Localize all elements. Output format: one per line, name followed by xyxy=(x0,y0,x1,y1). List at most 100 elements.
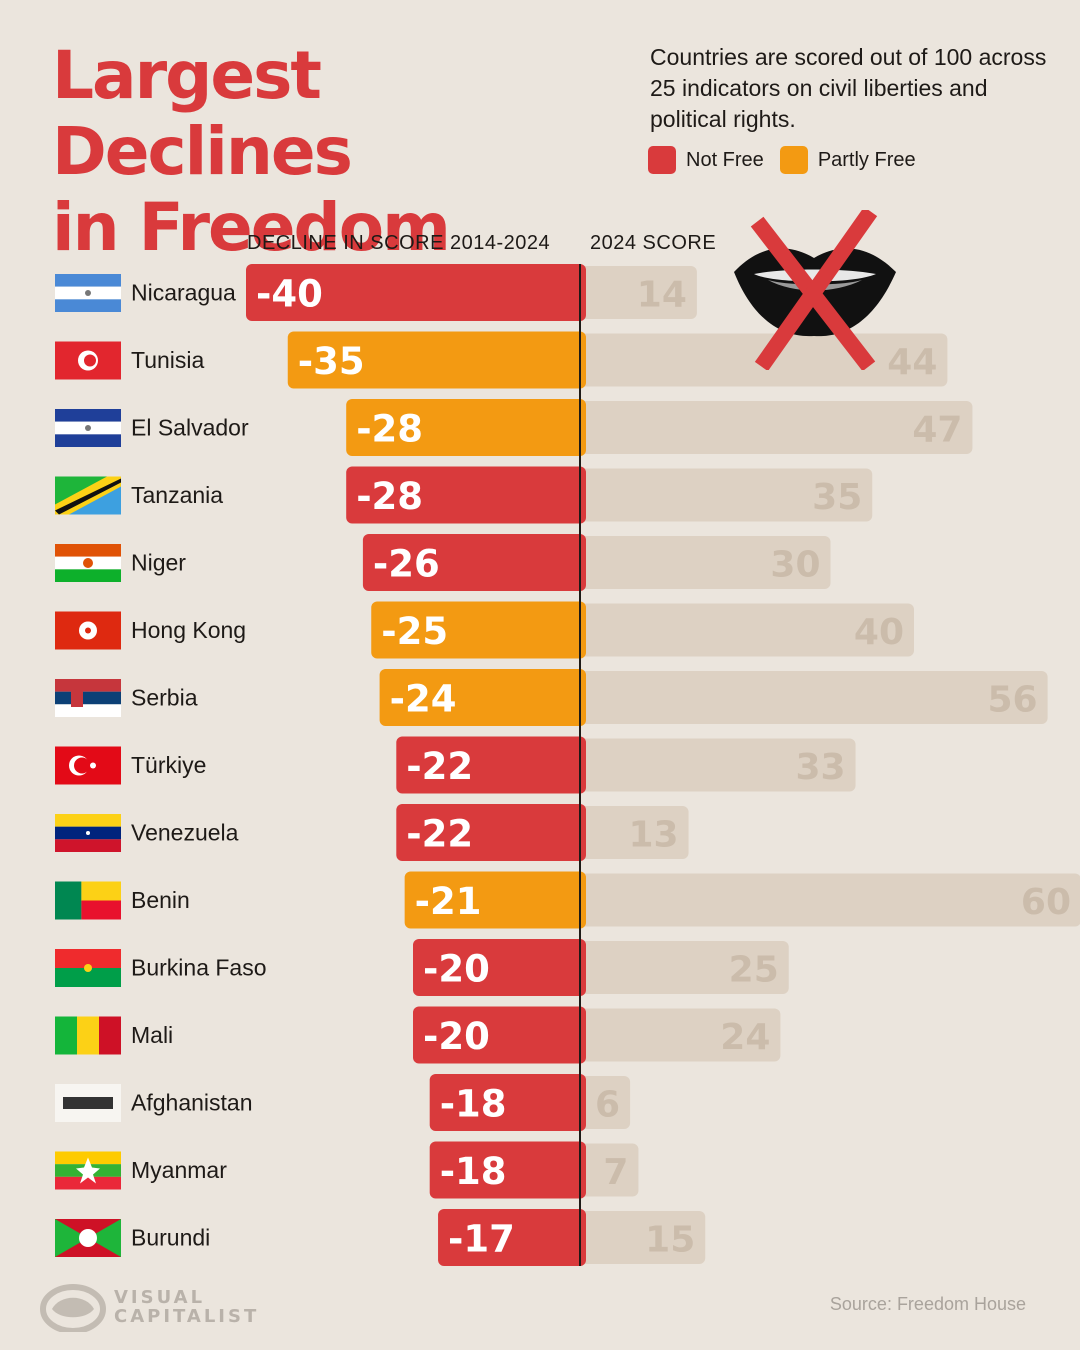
decline-label-nicaragua: -40 xyxy=(256,273,323,316)
score-label-myanmar: 7 xyxy=(603,1152,628,1193)
legend-label-partly-free: Partly Free xyxy=(817,148,916,171)
decline-bar-afghanistan xyxy=(429,1074,586,1131)
decline-label-tunisia: -35 xyxy=(298,340,365,383)
el-salvador-flag-icon xyxy=(55,409,121,447)
score-bar-burkina-faso xyxy=(580,941,789,994)
decline-bar-benin xyxy=(404,871,586,929)
score-label-tunisia: 44 xyxy=(887,342,937,383)
score-label-venezuela: 13 xyxy=(628,815,678,856)
decline-bar-hong-kong xyxy=(371,601,586,659)
decline-label-myanmar: -18 xyxy=(440,1150,507,1193)
decline-bar-tanzania xyxy=(346,466,586,524)
decline-label-benin: -21 xyxy=(415,880,482,923)
score-bar-tanzania xyxy=(580,468,873,522)
logo-mark-icon xyxy=(40,1284,106,1332)
myanmar-flag-icon xyxy=(55,1151,121,1190)
score-label-hong-kong: 40 xyxy=(854,612,904,653)
legend: Not Free Partly Free xyxy=(648,146,932,174)
country-label-burundi: Burundi xyxy=(131,1225,210,1251)
country-label-afghanistan: Afghanistan xyxy=(131,1090,252,1116)
score-bar-myanmar xyxy=(580,1143,639,1197)
tunisia-flag-icon xyxy=(55,341,121,380)
decline-label-afghanistan: -18 xyxy=(440,1083,507,1126)
score-label-turkiye: 33 xyxy=(795,747,845,788)
legend-swatch-partly-free xyxy=(779,146,808,174)
decline-bar-venezuela xyxy=(396,804,586,861)
score-bar-benin xyxy=(580,873,1080,927)
legend-item-partly-free: Partly Free xyxy=(779,146,916,174)
decline-bar-niger xyxy=(362,534,586,591)
score-label-nicaragua: 14 xyxy=(637,275,687,316)
legend-label-not-free: Not Free xyxy=(686,148,764,171)
score-bar-niger xyxy=(580,536,831,589)
decline-bar-mali xyxy=(413,1006,586,1064)
decline-column-header: DECLINE IN SCORE 2014-2024 xyxy=(247,232,551,254)
score-bar-venezuela xyxy=(580,806,689,859)
score-bar-nicaragua xyxy=(580,266,697,319)
score-label-burundi: 15 xyxy=(645,1220,695,1261)
country-label-mali: Mali xyxy=(131,1022,173,1048)
score-label-serbia: 56 xyxy=(987,680,1037,721)
afghanistan-flag-icon xyxy=(55,1084,121,1122)
country-label-nicaragua: Nicaragua xyxy=(131,280,236,306)
decline-label-niger: -26 xyxy=(373,543,440,586)
decline-bar-tunisia xyxy=(287,331,586,389)
mali-flag-icon xyxy=(55,1016,121,1055)
decline-bar-turkiye xyxy=(396,736,586,794)
decline-label-venezuela: -22 xyxy=(406,813,473,856)
source-note: Source: Freedom House xyxy=(829,1294,1026,1314)
decline-label-serbia: -24 xyxy=(390,678,457,721)
score-bar-serbia xyxy=(580,671,1048,724)
country-label-tunisia: Tunisia xyxy=(131,347,204,373)
score-label-benin: 60 xyxy=(1021,882,1071,923)
decline-bar-el-salvador xyxy=(346,399,586,456)
decline-bar-burkina-faso xyxy=(413,939,586,996)
tanzania-flag-icon xyxy=(55,476,121,515)
chart-title: Largest Declines in Freedom xyxy=(52,38,632,266)
score-label-mali: 24 xyxy=(720,1017,770,1058)
legend-item-not-free: Not Free xyxy=(648,146,764,174)
score-label-niger: 30 xyxy=(770,545,820,586)
score-bar-mali xyxy=(580,1008,781,1062)
legend-swatch-not-free xyxy=(648,146,676,174)
decline-bar-myanmar xyxy=(429,1141,586,1199)
turkiye-flag-icon xyxy=(55,746,121,785)
title-line-2: in Freedom xyxy=(52,189,451,266)
score-label-el-salvador: 47 xyxy=(912,410,962,451)
country-label-burkina-faso: Burkina Faso xyxy=(131,955,267,981)
benin-flag-icon xyxy=(55,881,121,920)
country-label-benin: Benin xyxy=(131,887,190,913)
chart-subtitle: Countries are scored out of 100 across 2… xyxy=(650,44,1047,132)
decline-bar-serbia xyxy=(379,669,586,726)
decline-bar-burundi xyxy=(438,1209,586,1266)
logo-text-line-1: VISUAL xyxy=(114,1287,206,1308)
score-bar-turkiye xyxy=(580,738,856,792)
country-label-niger: Niger xyxy=(131,550,186,576)
decline-label-tanzania: -28 xyxy=(356,475,423,518)
decline-label-turkiye: -22 xyxy=(406,745,473,788)
logo-text: VISUAL CAPITALIST xyxy=(114,1288,259,1326)
score-bar-el-salvador xyxy=(580,401,973,454)
logo-text-line-2: CAPITALIST xyxy=(114,1306,260,1327)
score-label-tanzania: 35 xyxy=(812,477,862,518)
country-label-hong-kong: Hong Kong xyxy=(131,617,246,643)
decline-bar-nicaragua xyxy=(246,264,586,321)
nicaragua-flag-icon xyxy=(55,274,121,312)
venezuela-flag-icon xyxy=(55,814,121,852)
decline-label-hong-kong: -25 xyxy=(381,610,448,653)
visual-capitalist-logo: VISUAL CAPITALIST xyxy=(40,1282,259,1332)
burkina-faso-flag-icon xyxy=(55,949,121,987)
country-label-serbia: Serbia xyxy=(131,685,198,711)
serbia-flag-icon xyxy=(55,679,121,717)
score-bar-hong-kong xyxy=(580,603,914,657)
hong-kong-flag-icon xyxy=(55,611,121,650)
title-line-1: Largest Declines xyxy=(52,37,353,190)
score-label-afghanistan: 6 xyxy=(595,1085,620,1126)
crossed-lips-icon xyxy=(734,210,896,370)
decline-label-el-salvador: -28 xyxy=(356,408,423,451)
score-column-header: 2024 SCORE xyxy=(590,232,717,254)
score-bar-burundi xyxy=(580,1211,706,1264)
country-label-tanzania: Tanzania xyxy=(131,482,223,508)
decline-label-burundi: -17 xyxy=(448,1218,515,1261)
